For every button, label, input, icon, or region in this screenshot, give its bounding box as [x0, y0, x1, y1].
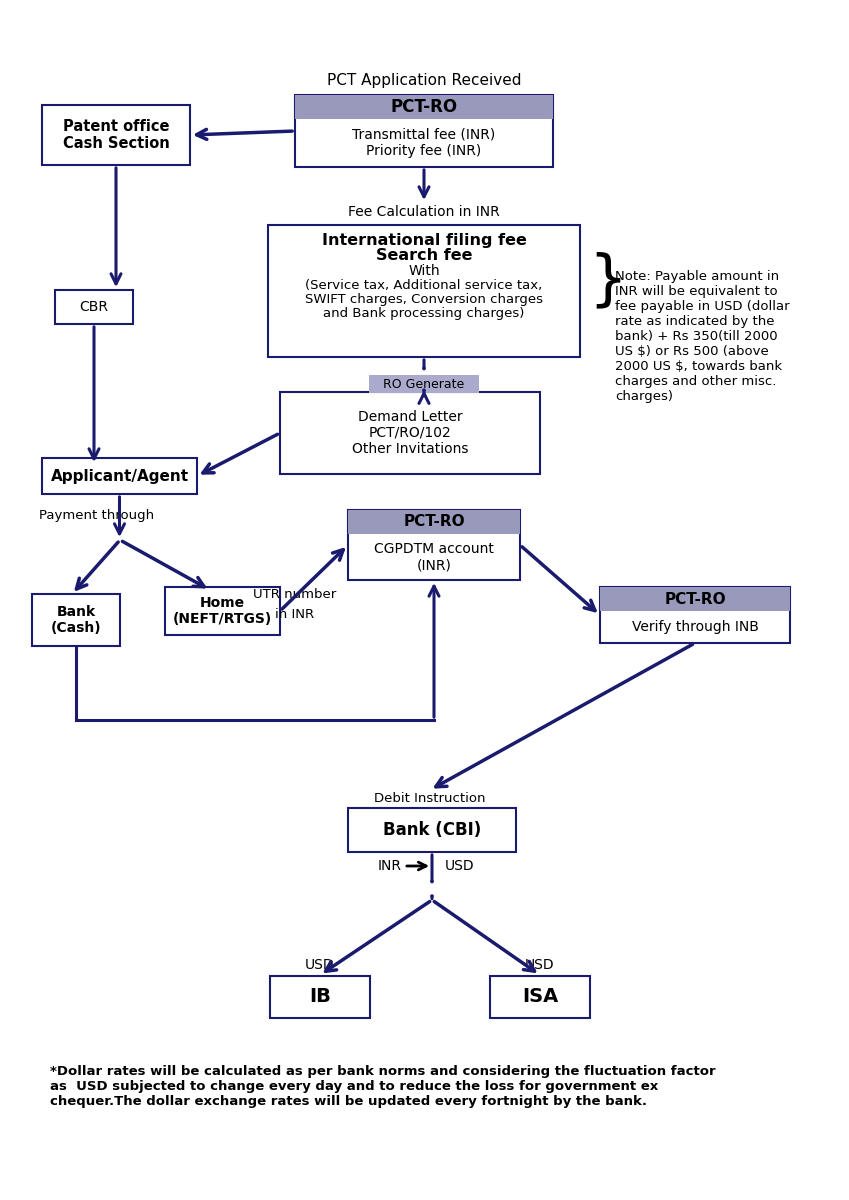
Text: Bank (CBI): Bank (CBI)	[383, 821, 481, 839]
Bar	[600, 587, 790, 611]
Bar	[369, 374, 479, 392]
Text: UTR number: UTR number	[253, 588, 336, 601]
Text: International filing fee: International filing fee	[322, 234, 526, 248]
Text: RO Generate: RO Generate	[384, 378, 464, 390]
Text: USD: USD	[445, 859, 475, 874]
Text: in INR: in INR	[275, 608, 315, 622]
Text: USD: USD	[305, 958, 335, 972]
Text: PCT Application Received: PCT Application Received	[327, 72, 521, 88]
Bar	[268, 226, 580, 358]
Bar	[42, 458, 197, 494]
Text: PCT-RO: PCT-RO	[403, 515, 464, 529]
Text: Search fee: Search fee	[376, 247, 472, 263]
Text: PCT-RO: PCT-RO	[664, 592, 726, 606]
Text: Fee Calculation in INR: Fee Calculation in INR	[348, 205, 500, 218]
Text: With: With	[408, 264, 440, 278]
Text: CGPDTM account
(INR): CGPDTM account (INR)	[374, 542, 494, 572]
Text: SWIFT charges, Conversion charges: SWIFT charges, Conversion charges	[305, 293, 543, 306]
Bar	[42, 104, 190, 164]
Text: USD: USD	[526, 958, 554, 972]
Text: Debit Instruction: Debit Instruction	[374, 792, 486, 804]
Text: *Dollar rates will be calculated as per bank norms and considering the fluctuati: *Dollar rates will be calculated as per …	[50, 1066, 716, 1108]
Text: Payment through: Payment through	[39, 509, 155, 522]
Text: Transmittal fee (INR)
Priority fee (INR): Transmittal fee (INR) Priority fee (INR)	[352, 128, 496, 158]
Bar	[270, 976, 370, 1018]
Bar	[295, 95, 553, 119]
Text: Verify through INB: Verify through INB	[632, 620, 758, 634]
Text: Applicant/Agent: Applicant/Agent	[50, 468, 188, 484]
Text: and Bank processing charges): and Bank processing charges)	[323, 306, 525, 319]
Bar	[348, 808, 516, 852]
Text: Patent office
Cash Section: Patent office Cash Section	[63, 119, 169, 151]
Text: (Service tax, Additional service tax,: (Service tax, Additional service tax,	[306, 278, 543, 292]
Text: IB: IB	[309, 988, 331, 1007]
Bar	[348, 510, 520, 534]
Bar	[490, 976, 590, 1018]
Bar	[600, 587, 790, 643]
Text: CBR: CBR	[80, 300, 109, 314]
Bar	[348, 510, 520, 580]
Text: Bank
(Cash): Bank (Cash)	[51, 605, 101, 635]
Text: ISA: ISA	[522, 988, 558, 1007]
Text: Demand Letter
PCT/RO/102
Other Invitations: Demand Letter PCT/RO/102 Other Invitatio…	[351, 409, 469, 456]
Bar	[295, 95, 553, 167]
Text: Home
(NEFT/RTGS): Home (NEFT/RTGS)	[173, 596, 273, 626]
Bar	[280, 392, 540, 474]
Bar	[165, 587, 280, 635]
Bar	[55, 290, 133, 324]
Text: INR: INR	[378, 859, 402, 874]
Bar	[32, 594, 120, 646]
Text: PCT-RO: PCT-RO	[391, 98, 458, 116]
Text: Note: Payable amount in
INR will be equivalent to
fee payable in USD (dollar
rat: Note: Payable amount in INR will be equi…	[615, 270, 790, 403]
Text: }: }	[588, 252, 627, 311]
